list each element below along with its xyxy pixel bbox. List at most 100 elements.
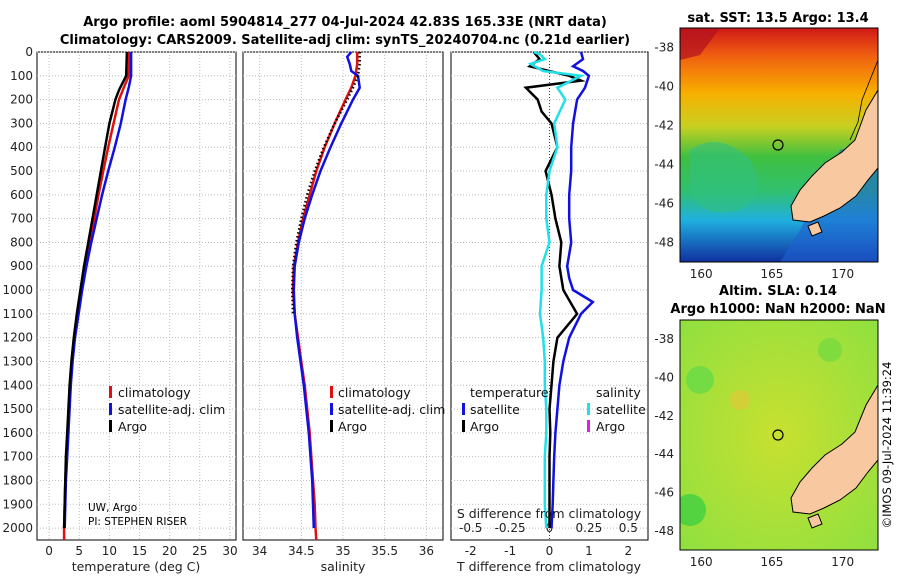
depth-tick-label: 2000 <box>2 521 33 535</box>
s-tick-label: -0.25 <box>495 521 526 535</box>
sla-field <box>680 320 878 550</box>
temperature-legend: climatology satellite-adj. clim Argo <box>109 385 225 434</box>
lon-tick-label: 170 <box>831 267 854 281</box>
lon-tick-label: 165 <box>760 555 783 569</box>
legend-climatology-label: climatology <box>118 385 191 400</box>
salinity-axis-label: salinity <box>321 559 366 574</box>
s-difference-axis-label: S difference from climatology <box>457 506 642 521</box>
series-line-t-satellite <box>550 51 595 529</box>
lat-tick-label: -44 <box>654 447 674 461</box>
x-tick-label: 20 <box>162 544 177 558</box>
lat-tick-label: -40 <box>654 371 674 385</box>
salinity-series <box>290 51 361 541</box>
legend-s-argo-swatch <box>587 420 590 432</box>
temperature-series <box>62 51 133 540</box>
sla-map-frame <box>679 319 879 551</box>
sst-warm-patch <box>680 28 720 60</box>
x-tick-label: 10 <box>102 544 117 558</box>
x-tick-label: 36 <box>419 544 434 558</box>
depth-tick-label: 200 <box>10 93 33 107</box>
depth-tick-label: 1500 <box>2 402 33 416</box>
lat-tick-label: -38 <box>654 332 674 346</box>
temperature-gridlines <box>37 51 236 540</box>
difference-legend: temperature satellite Argo salinity sate… <box>462 385 646 434</box>
lon-tick-label: 160 <box>690 555 713 569</box>
south-island-land <box>790 89 878 223</box>
depth-tick-labels: 0 100 200 300 400 500 600 700 800 900 1000 1100 1200… <box>2 45 33 535</box>
legend-s-argo-label: Argo <box>596 419 625 434</box>
sla-argo-location-marker <box>772 429 784 441</box>
lon-tick-label: 170 <box>831 555 854 569</box>
lat-tick-label: -38 <box>654 41 674 55</box>
sst-bathymetry-contour <box>849 59 878 141</box>
sal-legend-satellite-swatch <box>330 403 333 415</box>
lat-tick-label: -46 <box>654 197 674 211</box>
lat-tick-label: -46 <box>654 486 674 500</box>
sal-legend-climatology-swatch <box>330 386 333 398</box>
x-tick-label: 5 <box>75 544 83 558</box>
depth-tick-label: 1200 <box>2 331 33 345</box>
depth-tick-label: 1300 <box>2 354 33 368</box>
legend-s-satellite-label: satellite <box>596 402 646 417</box>
sst-argo-location-marker <box>772 139 784 151</box>
s-tick-label: 0.5 <box>619 521 638 535</box>
legend-t-satellite-swatch <box>462 403 465 415</box>
x-tick-label: 35 <box>335 544 350 558</box>
sla-low-patch <box>686 366 714 394</box>
x-tick-label: 34 <box>252 544 267 558</box>
figure-title-line2: Climatology: CARS2009. Satellite-adj cli… <box>60 33 630 48</box>
lat-tick-label: -44 <box>654 158 674 172</box>
depth-tick-label: 1700 <box>2 450 33 464</box>
x-tick-label: 0 <box>45 544 53 558</box>
temperature-axis-label: temperature (deg C) <box>72 559 201 574</box>
sla-map-panel: Altim. SLA: 0.14 Argo h1000: NaN h2000: … <box>654 284 885 569</box>
t-tick-label: 0 <box>546 544 554 558</box>
x-tick-label: 15 <box>132 544 147 558</box>
legend-t-argo-label: Argo <box>470 419 499 434</box>
sst-map-panel: sat. SST: 13.5 Argo: 13.4 -38 -40 -42 -44 -4… <box>654 11 879 281</box>
sla-lon-tick-labels: 160 165 170 <box>690 555 854 569</box>
t-tick-label: -1 <box>504 544 516 558</box>
x-tick-label: 35.5 <box>371 544 398 558</box>
sla-high-patch <box>730 390 750 410</box>
sla-map-image <box>680 320 878 550</box>
legend-salinity-title: salinity <box>596 385 641 400</box>
legend-climatology-swatch <box>109 386 112 398</box>
sla-low-patch <box>680 494 706 526</box>
depth-tick-label: 0 <box>25 45 33 59</box>
depth-tick-label: 1600 <box>2 426 33 440</box>
x-tick-label: 25 <box>192 544 207 558</box>
series-line-satellite-adj-clim <box>292 51 361 529</box>
legend-argo-label: Argo <box>118 419 147 434</box>
sal-legend-argo-label: Argo <box>338 419 367 434</box>
imos-watermark: ©IMOS 09-Jul-2024 11:39:24 <box>880 362 894 529</box>
temperature-axes-frame <box>36 51 237 541</box>
depth-tick-label: 100 <box>10 69 33 83</box>
depth-tick-label: 1000 <box>2 283 33 297</box>
sla-south-island-land <box>790 384 878 515</box>
depth-tick-label: 500 <box>10 164 33 178</box>
x-tick-label: 30 <box>222 544 237 558</box>
salinity-tick-labels: 34 34.5 35 35.5 36 <box>252 544 434 558</box>
lon-tick-label: 160 <box>690 267 713 281</box>
t-difference-axis-label: T difference from climatology <box>456 559 642 574</box>
s-tick-label: 0.25 <box>576 521 603 535</box>
lon-tick-label: 165 <box>760 267 783 281</box>
sst-map-frame <box>679 27 879 263</box>
t-difference-tick-labels: -2 -1 0 1 2 <box>465 544 632 558</box>
depth-tick-label: 1800 <box>2 473 33 487</box>
s-tick-label: -0.5 <box>459 521 482 535</box>
depth-tick-label: 300 <box>10 116 33 130</box>
t-tick-label: 2 <box>624 544 632 558</box>
figure-title-line1: Argo profile: aoml 5904814_277 04-Jul-20… <box>83 15 607 30</box>
sal-legend-argo-swatch <box>330 420 333 432</box>
temperature-panel: 0100200300400500600700800900100011001200… <box>2 45 237 574</box>
lat-tick-label: -40 <box>654 80 674 94</box>
lat-tick-label: -42 <box>654 119 674 133</box>
salinity-panel: 34 34.5 35 35.5 36 salinity climatology sate… <box>242 51 445 574</box>
depth-tick-label: 900 <box>10 259 33 273</box>
series-line-s-satellite <box>527 50 586 529</box>
legend-temperature-title: temperature <box>470 385 549 400</box>
legend-t-satellite-label: satellite <box>470 402 520 417</box>
